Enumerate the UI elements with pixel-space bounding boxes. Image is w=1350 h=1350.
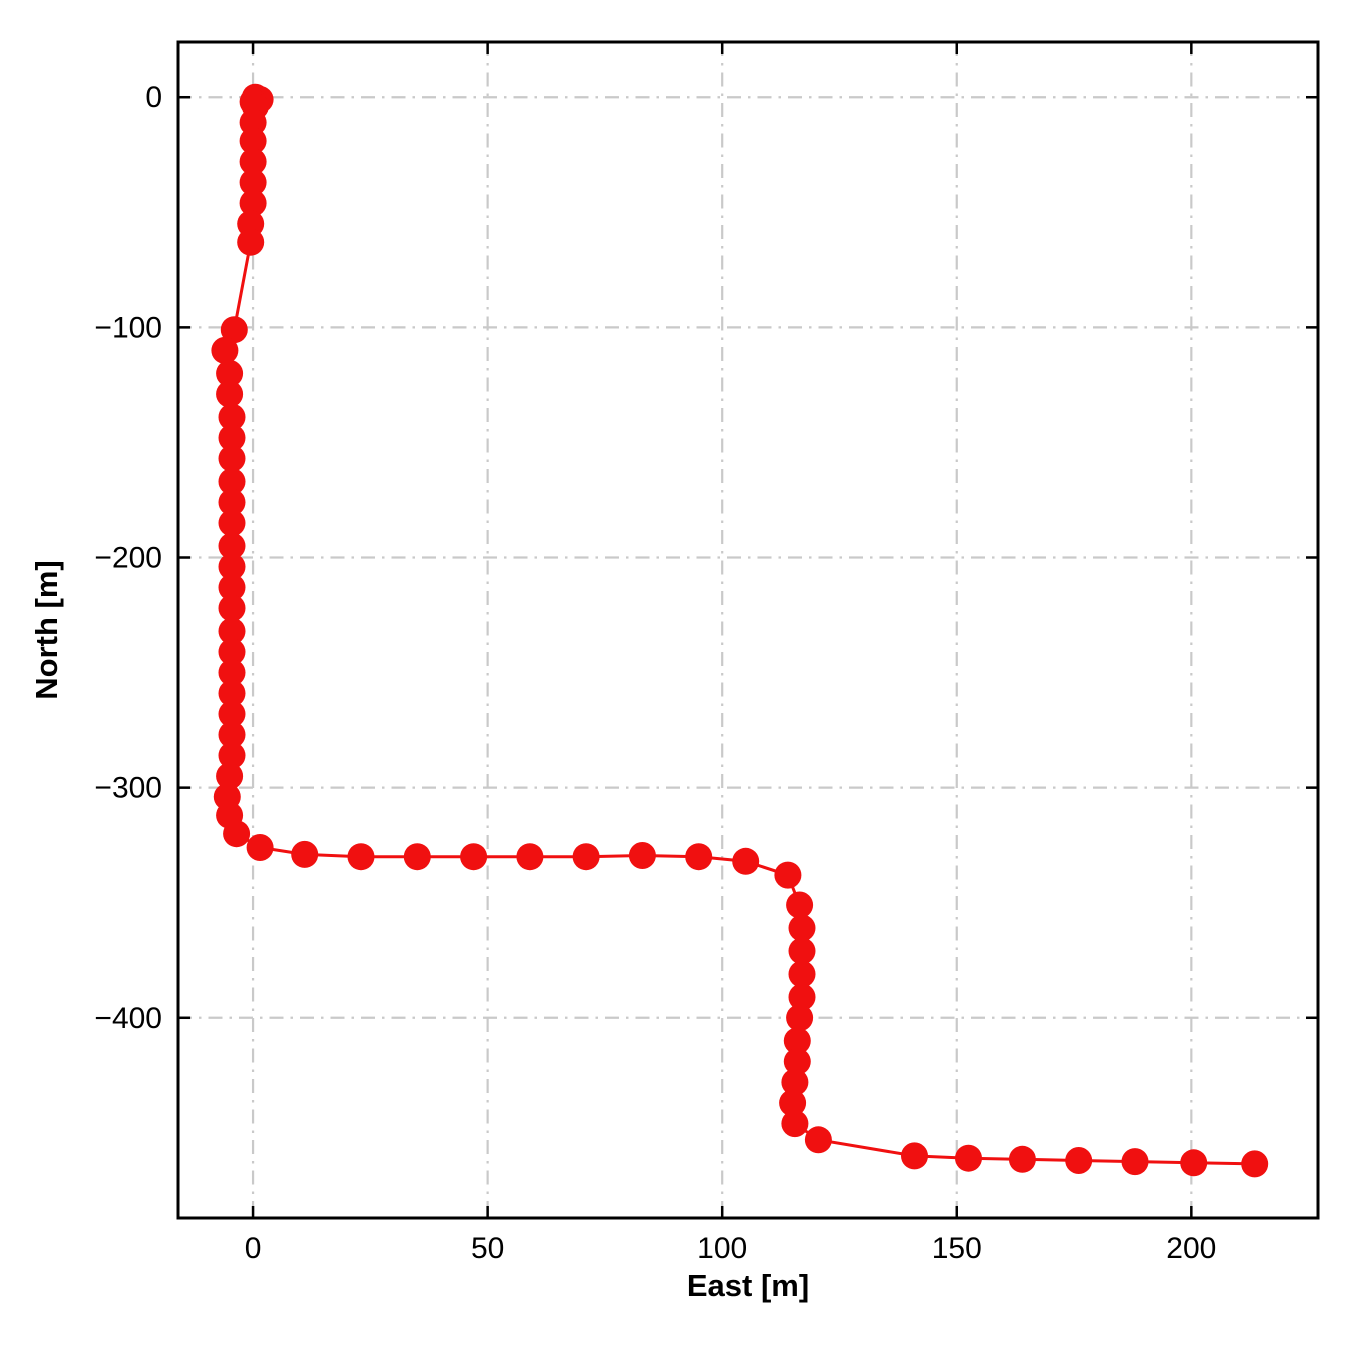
trajectory-point	[788, 960, 816, 988]
y-tick-label: −100	[94, 311, 162, 344]
trajectory-point	[1180, 1149, 1208, 1177]
trajectory-point	[572, 843, 600, 871]
trajectory-point	[1121, 1148, 1149, 1176]
y-tick-label: −400	[94, 1002, 162, 1035]
trajectory-point	[211, 336, 239, 364]
trajectory-line	[223, 95, 1257, 1166]
trajectory-point	[218, 617, 246, 645]
trajectory-point	[804, 1126, 832, 1154]
trajectory-point	[1008, 1145, 1036, 1173]
trajectory-point	[783, 1027, 811, 1055]
trajectory-point	[218, 700, 246, 728]
trajectory-point	[901, 1142, 928, 1170]
trajectory-point	[955, 1144, 982, 1172]
trajectory-point	[218, 488, 246, 516]
trajectory-point	[786, 891, 814, 919]
trajectory-point	[218, 424, 246, 452]
trajectory-point	[779, 1089, 807, 1117]
trajectory-point	[223, 820, 251, 848]
trajectory-point	[218, 553, 246, 581]
trajectory-point	[347, 843, 375, 871]
trajectory-point	[218, 403, 246, 431]
trajectory-point	[220, 316, 248, 344]
trajectory-point	[786, 1004, 814, 1032]
trajectory-point	[788, 914, 816, 942]
trajectory-point	[1065, 1147, 1093, 1174]
axis-ticks	[178, 42, 1318, 1218]
plot-border	[176, 40, 1320, 1220]
trajectory-point	[291, 840, 319, 868]
trajectory-point	[216, 762, 244, 790]
y-tick-label: −200	[94, 542, 162, 575]
x-tick-label: 200	[1166, 1232, 1216, 1265]
trajectory-point	[783, 1048, 811, 1075]
trajectory-point	[239, 109, 267, 136]
trajectory-point	[628, 842, 656, 869]
trajectory-point	[218, 638, 246, 666]
trajectory-point	[788, 983, 816, 1011]
trajectory-point	[237, 228, 265, 256]
trajectory-point	[239, 148, 267, 176]
trajectory-point	[216, 380, 244, 408]
trajectory-point	[774, 861, 802, 889]
trajectory-point	[460, 843, 488, 871]
trajectory-point	[246, 834, 274, 861]
grid-lines	[178, 42, 1318, 1218]
trajectory-point	[685, 843, 713, 871]
trajectory-point	[218, 445, 246, 472]
trajectory-point	[218, 721, 246, 749]
x-tick-label: 100	[697, 1232, 747, 1265]
y-tick-label: 0	[145, 81, 162, 114]
trajectory-point	[788, 937, 816, 965]
trajectory-point	[218, 659, 246, 687]
trajectory-point	[781, 1110, 809, 1138]
trajectory-point	[218, 509, 246, 537]
trajectory-point	[239, 127, 267, 155]
trajectory-point	[239, 168, 267, 196]
trajectory-point	[732, 847, 760, 875]
trajectory-point	[218, 532, 246, 560]
tick-labels: 0 50 100 150 200 0 −100 −200 −300 −400	[94, 81, 1216, 1265]
trajectory-point	[218, 594, 246, 622]
trajectory-point	[218, 679, 246, 707]
x-tick-label: 150	[932, 1232, 982, 1265]
y-axis-label: North [m]	[29, 560, 64, 699]
trajectory-series	[211, 83, 1269, 1178]
trajectory-point	[218, 573, 246, 601]
plot-frame	[176, 40, 1320, 1220]
trajectory-point	[218, 468, 246, 496]
trajectory-point	[1241, 1150, 1269, 1178]
trajectory-point	[516, 843, 544, 871]
x-axis-label: East [m]	[687, 1268, 809, 1303]
trajectory-point	[239, 189, 267, 217]
trajectory-point	[403, 843, 431, 871]
trajectory-point	[218, 741, 246, 769]
y-tick-label: −300	[94, 772, 162, 805]
x-tick-label: 50	[471, 1232, 504, 1265]
x-tick-label: 0	[245, 1232, 262, 1265]
trajectory-point	[216, 359, 244, 387]
trajectory-point	[781, 1068, 809, 1096]
